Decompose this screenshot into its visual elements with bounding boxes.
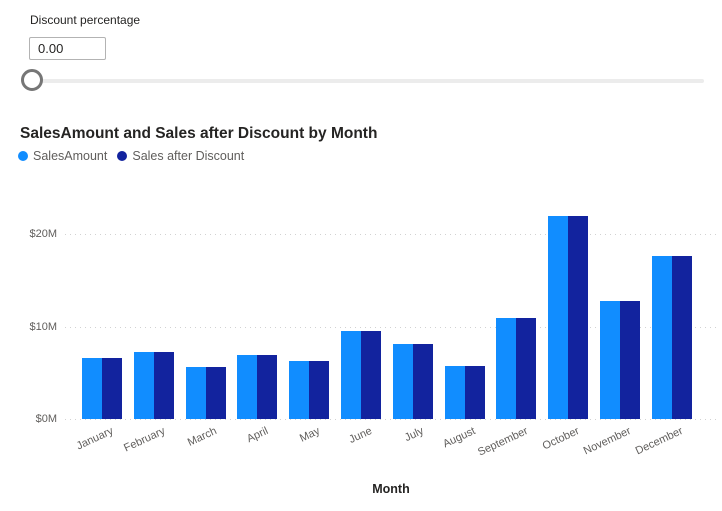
bar-group-december (651, 256, 692, 419)
gridline (65, 326, 717, 328)
bar-sales-after-discount[interactable] (620, 300, 640, 419)
legend-label: SalesAmount (33, 149, 108, 163)
bar-group-november (600, 300, 640, 419)
x-axis-label: August (441, 425, 478, 451)
x-axis-label: September (475, 425, 530, 459)
bar-sales-after-discount[interactable] (412, 344, 433, 419)
bar-salesamount[interactable] (82, 358, 102, 419)
bar-salesamount[interactable] (185, 367, 206, 419)
bar-group-september (496, 318, 537, 419)
bar-salesamount[interactable] (600, 300, 620, 419)
x-axis-label: January (74, 425, 116, 453)
bar-sales-after-discount[interactable] (309, 360, 330, 419)
x-axis-title: Month (372, 482, 410, 496)
bar-salesamount[interactable] (548, 215, 569, 419)
bar-salesamount[interactable] (133, 351, 154, 419)
x-axis-label: May (298, 425, 323, 445)
bar-group-february (133, 351, 174, 419)
bar-sales-after-discount[interactable] (671, 256, 692, 419)
bar-salesamount[interactable] (444, 366, 465, 419)
x-axis-label: April (245, 425, 271, 446)
y-axis-label: $20M (29, 228, 57, 240)
y-axis-label: $0M (35, 413, 57, 425)
discount-slider-track[interactable] (32, 79, 704, 83)
bar-salesamount[interactable] (651, 256, 672, 419)
bar-salesamount[interactable] (237, 355, 258, 419)
bar-sales-after-discount[interactable] (516, 318, 537, 419)
y-axis-label: $10M (29, 320, 57, 333)
chart-title: SalesAmount and Sales after Discount by … (20, 125, 378, 142)
bar-salesamount[interactable] (496, 318, 517, 419)
bar-group-april (237, 355, 278, 419)
bar-sales-after-discount[interactable] (464, 366, 485, 419)
legend-dot (117, 151, 128, 161)
x-axis-label: February (121, 425, 167, 455)
x-axis-label: November (582, 425, 634, 458)
gridline (65, 419, 717, 420)
plot-area: January February March April May June July Augu… (65, 200, 717, 459)
bar-sales-after-discount[interactable] (102, 358, 122, 419)
bar-group-june (341, 331, 381, 419)
bar-sales-after-discount[interactable] (568, 215, 589, 419)
bar-group-july (392, 344, 433, 419)
bar-sales-after-discount[interactable] (257, 355, 278, 419)
discount-slicer-label: Discount percentage (30, 13, 141, 27)
legend: SalesAmount Sales after Discount (18, 149, 244, 163)
x-axis-label: December (633, 425, 685, 458)
bar-sales-after-discount[interactable] (205, 367, 226, 419)
legend-dot (18, 151, 28, 161)
bar-sales-after-discount[interactable] (153, 351, 174, 419)
discount-value-input[interactable] (29, 37, 106, 60)
bar-salesamount[interactable] (392, 344, 413, 419)
legend-label: Sales after Discount (132, 149, 245, 163)
x-axis-label: July (403, 425, 426, 445)
bar-group-october (548, 215, 589, 419)
bar-group-may (289, 360, 330, 419)
bar-group-august (444, 366, 485, 419)
x-axis-label: March (185, 425, 219, 449)
bar-salesamount[interactable] (289, 360, 310, 419)
bar-group-january (82, 358, 122, 419)
bar-sales-after-discount[interactable] (361, 331, 381, 419)
legend-item-sales-after-discount[interactable]: Sales after Discount (117, 149, 244, 163)
bar-salesamount[interactable] (341, 331, 361, 419)
gridline (65, 234, 717, 235)
x-axis-label: June (347, 425, 375, 446)
legend-item-salesamount[interactable]: SalesAmount (18, 149, 107, 163)
discount-slider-handle[interactable] (21, 69, 43, 91)
bar-group-march (185, 367, 226, 419)
x-axis-label: October (540, 425, 582, 453)
